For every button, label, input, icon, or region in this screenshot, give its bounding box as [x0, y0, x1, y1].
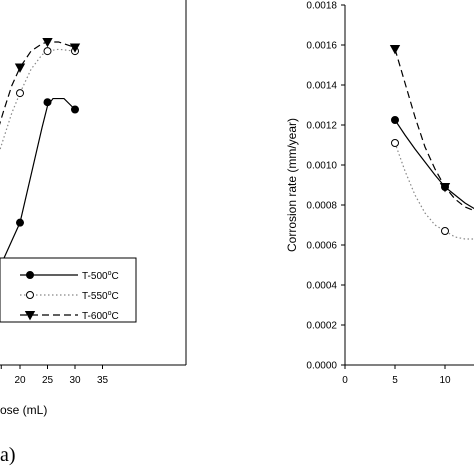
left-data-point-t-550 [43, 47, 52, 56]
left-data-point-t-600 [42, 37, 53, 48]
right-data-point-t-600 [439, 182, 451, 193]
legend-marker-t-600 [24, 310, 36, 321]
legend-marker-t-550 [26, 291, 34, 299]
right-series-line-t-550 [394, 142, 474, 240]
right-x-tick-label: 5 [392, 375, 398, 386]
left-series-group [0, 37, 81, 267]
left-data-point-t-500 [43, 98, 52, 107]
left-x-ticks: 20 25 30 35 [0, 365, 109, 386]
right-x-tick-label: 10 [439, 375, 451, 386]
left-x-tick-label: 30 [69, 375, 81, 386]
right-chart: 0.0000 0.0002 0.0004 0.0006 0.0008 0.0010 0.00… [285, 1, 474, 386]
right-y-ticks: 0.0000 0.0002 0.0004 0.0006 0.0008 0.0010 0.00… [306, 1, 345, 372]
left-data-point-t-550 [16, 89, 24, 98]
left-x-tick-label: 35 [97, 375, 109, 386]
right-y-tick-label: 0.0018 [306, 1, 337, 12]
right-series-line-t-600 [394, 48, 474, 212]
right-y-tick-label: 0.0014 [306, 81, 337, 92]
right-y-tick-label: 0.0006 [306, 241, 337, 252]
right-y-tick-label: 0.0012 [306, 121, 337, 132]
right-y-tick-label: 0.0010 [306, 161, 337, 172]
legend-label-t-500: T-500oC [82, 270, 119, 282]
right-data-point-t-600 [389, 45, 401, 55]
legend-items: T-500oC T-550oC T-600oC [20, 270, 119, 322]
right-y-tick-label: 0.0008 [306, 201, 337, 212]
left-series-line-t-600 [0, 41, 76, 126]
right-data-point-t-550 [441, 227, 449, 235]
left-x-tick-label: 20 [14, 375, 26, 386]
left-series-line-t-500 [0, 97, 76, 267]
left-data-point-t-500 [71, 105, 79, 114]
right-y-tick-label: 0.0004 [306, 281, 337, 292]
legend-label-t-550: T-550oC [82, 290, 119, 302]
right-data-point-t-550 [391, 139, 399, 147]
right-y-tick-label: 0.0002 [306, 321, 337, 332]
right-x-tick-label: 0 [342, 375, 348, 386]
right-y-tick-label: 0.0016 [306, 41, 337, 52]
left-x-axis-title: ose (mL) [0, 403, 47, 417]
right-data-point-t-500 [391, 116, 399, 124]
right-x-ticks: 0 5 10 [342, 365, 451, 386]
panel-label: a) [0, 444, 16, 466]
left-chart: 20 25 30 35 ose (mL) T-500oCT-550oCT-600oC … [0, 0, 187, 466]
left-data-point-t-500 [16, 218, 24, 227]
right-y-tick-label: 0.0000 [306, 361, 337, 372]
right-series-line-t-500 [394, 119, 474, 210]
legend-marker-t-500 [26, 271, 34, 279]
left-data-point-t-600 [14, 63, 26, 73]
legend-box [0, 257, 137, 323]
right-series-group [389, 45, 474, 240]
legend-label-t-600: T-600oC [82, 310, 119, 322]
left-x-tick-label: 25 [42, 375, 54, 386]
right-y-axis-title: Corrosion rate (mm/year) [285, 118, 299, 252]
left-legend: T-500oC T-550oC T-600oC [0, 257, 137, 323]
left-data-point-t-600 [69, 43, 81, 53]
